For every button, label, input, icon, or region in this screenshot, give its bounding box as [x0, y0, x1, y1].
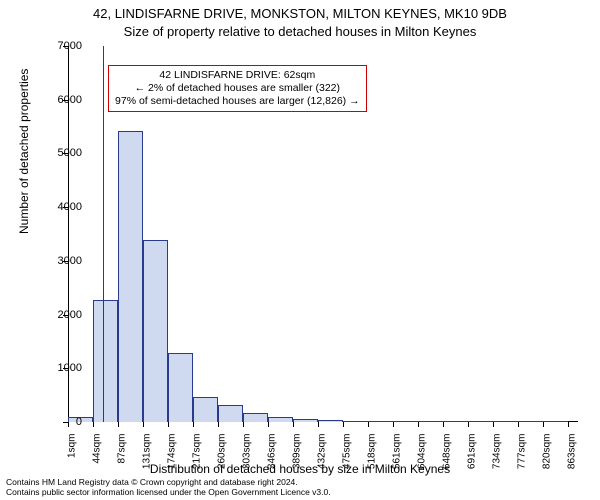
histogram-chart: 1sqm44sqm87sqm131sqm174sqm217sqm260sqm30… [68, 46, 578, 422]
histogram-bar [343, 421, 368, 422]
footer-line1: Contains HM Land Registry data © Crown c… [6, 477, 331, 487]
x-tick-mark [193, 422, 194, 427]
histogram-bar [118, 131, 143, 422]
plot-area: 1sqm44sqm87sqm131sqm174sqm217sqm260sqm30… [68, 46, 578, 422]
histogram-bar [93, 300, 118, 422]
x-tick-mark [568, 422, 569, 427]
histogram-bar [368, 421, 393, 422]
footer-line2: Contains public sector information licen… [6, 487, 331, 497]
histogram-bar [193, 397, 218, 422]
y-tick-label: 5000 [42, 147, 82, 159]
y-axis-label: Number of detached properties [17, 69, 31, 234]
x-tick-mark [293, 422, 294, 427]
x-tick-mark [218, 422, 219, 427]
x-tick-mark [143, 422, 144, 427]
x-tick-mark [343, 422, 344, 427]
x-tick-mark [543, 422, 544, 427]
x-tick-mark [268, 422, 269, 427]
y-tick-label: 2000 [42, 309, 82, 321]
y-tick-label: 4000 [42, 201, 82, 213]
x-tick-mark [368, 422, 369, 427]
figure-root: 42, LINDISFARNE DRIVE, MONKSTON, MILTON … [0, 0, 600, 500]
marker-line [103, 46, 104, 422]
x-tick-mark [418, 422, 419, 427]
chart-title-line1: 42, LINDISFARNE DRIVE, MONKSTON, MILTON … [0, 6, 600, 21]
y-tick-label: 6000 [42, 94, 82, 106]
histogram-bar [518, 421, 543, 422]
histogram-bar [443, 421, 468, 422]
annotation-box: 42 LINDISFARNE DRIVE: 62sqm← 2% of detac… [108, 65, 367, 112]
histogram-bar [168, 353, 193, 422]
x-tick-mark [468, 422, 469, 427]
x-axis-label: Distribution of detached houses by size … [0, 462, 600, 476]
annotation-line3: 97% of semi-detached houses are larger (… [115, 95, 360, 108]
histogram-bar [243, 413, 268, 422]
x-tick-mark [393, 422, 394, 427]
y-tick-label: 3000 [42, 255, 82, 267]
histogram-bar [493, 421, 518, 422]
chart-title-line2: Size of property relative to detached ho… [0, 24, 600, 39]
histogram-bar [468, 421, 493, 422]
histogram-bar [218, 405, 243, 422]
x-tick-mark [243, 422, 244, 427]
x-tick-mark [518, 422, 519, 427]
footer-attribution: Contains HM Land Registry data © Crown c… [6, 477, 331, 497]
histogram-bar [318, 420, 343, 422]
y-tick-label: 7000 [42, 40, 82, 52]
histogram-bar [543, 421, 568, 422]
histogram-bar [418, 421, 443, 422]
annotation-line1: 42 LINDISFARNE DRIVE: 62sqm [115, 69, 360, 82]
x-tick-mark [443, 422, 444, 427]
histogram-bar [268, 417, 293, 422]
histogram-bar [143, 240, 168, 422]
y-tick-label: 1000 [42, 362, 82, 374]
x-tick-mark [168, 422, 169, 427]
x-tick-mark [493, 422, 494, 427]
histogram-bar [393, 421, 418, 422]
histogram-bar [293, 419, 318, 422]
x-tick-mark [318, 422, 319, 427]
x-tick-mark [93, 422, 94, 427]
y-tick-label: 0 [42, 416, 82, 428]
annotation-line2: ← 2% of detached houses are smaller (322… [115, 82, 360, 95]
x-tick-mark [118, 422, 119, 427]
